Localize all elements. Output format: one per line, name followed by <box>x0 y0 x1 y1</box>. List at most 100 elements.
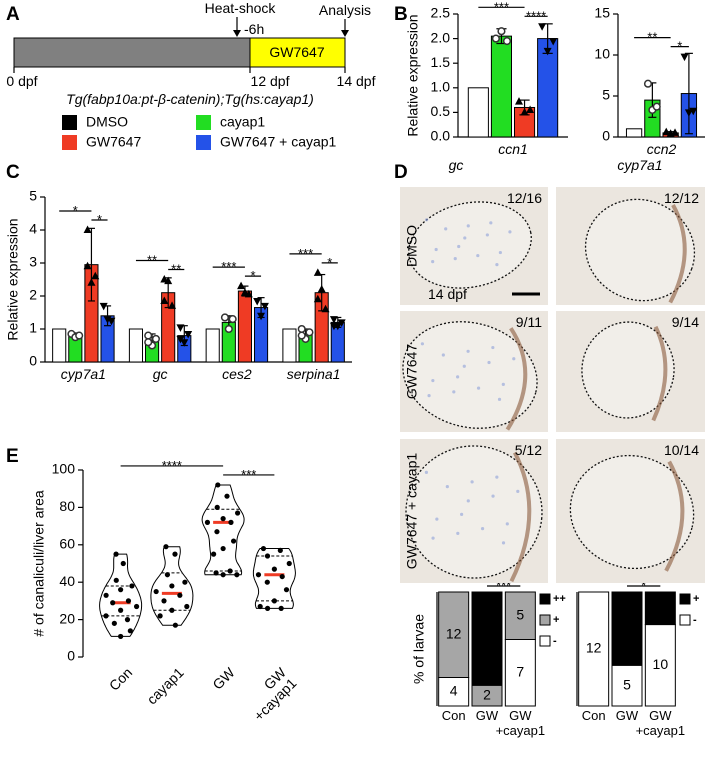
data-point <box>213 570 219 576</box>
timepoint-label: 14 dpf <box>337 73 376 89</box>
liver-outline <box>405 445 543 579</box>
data-point <box>91 271 100 280</box>
y-tick-label: 4 <box>29 221 37 237</box>
significance-label: ** <box>171 262 181 277</box>
data-point <box>255 572 262 578</box>
liver-outline <box>569 454 695 570</box>
data-point <box>244 289 253 298</box>
data-point <box>271 566 277 572</box>
y-tick-label: 100 <box>52 461 76 477</box>
data-point <box>317 284 326 293</box>
significance-label: * <box>73 203 78 218</box>
data-point <box>169 583 175 589</box>
stacked-segment <box>644 591 676 626</box>
data-point <box>169 607 175 613</box>
significance-label: * <box>327 255 332 270</box>
data-point <box>253 297 262 306</box>
stacked-segment <box>438 677 470 707</box>
data-point <box>107 317 116 326</box>
legend-label: ++ <box>553 593 566 605</box>
y-tick-label: 2 <box>29 287 37 303</box>
data-point <box>75 331 84 340</box>
significance-label: * <box>641 578 646 593</box>
stain-speckle <box>457 244 461 249</box>
data-point <box>264 605 271 611</box>
data-point <box>234 572 240 578</box>
timeline-bar <box>13 37 251 68</box>
stain-speckle <box>444 227 448 231</box>
data-point <box>144 338 153 347</box>
data-point <box>297 324 306 334</box>
stain-streak <box>668 204 687 304</box>
y-tick-label: 15 <box>594 5 610 21</box>
data-point <box>220 545 226 552</box>
segment-label: 5 <box>516 606 524 622</box>
stage-label: 14 dpf <box>428 286 467 302</box>
data-point <box>124 617 131 623</box>
stain-speckle <box>476 386 481 390</box>
stain-streak <box>664 460 685 572</box>
stain-speckle <box>462 364 466 368</box>
genotype-label: Tg(fabp10a:pt-β-catenin);Tg(hs:cayap1) <box>66 91 314 107</box>
fraction-label: 12/12 <box>664 190 699 206</box>
stain-speckle <box>480 527 485 531</box>
treatment-bar <box>249 37 346 68</box>
data-point <box>543 47 552 56</box>
stain-speckle <box>466 499 470 503</box>
data-point <box>279 573 285 580</box>
data-point <box>257 312 266 321</box>
stain-speckle <box>512 357 516 361</box>
data-point <box>83 225 92 233</box>
x-tick-label: ccn1 <box>498 141 528 157</box>
stain-streak <box>651 325 668 422</box>
fraction-label: 10/14 <box>664 442 699 458</box>
y-tick-label: 0.0 <box>431 128 451 144</box>
stain-speckle <box>508 230 512 234</box>
data-point <box>526 105 535 113</box>
data-point <box>337 319 346 327</box>
data-point <box>313 294 322 303</box>
legend-label: GW7647 <box>86 134 141 150</box>
data-point <box>161 598 167 604</box>
y-tick-label: 0.5 <box>431 103 451 119</box>
stain-speckle <box>431 260 435 264</box>
stain-speckle <box>445 485 449 489</box>
stain-speckle <box>476 253 480 258</box>
data-point <box>127 628 133 634</box>
stain-speckle <box>460 512 464 516</box>
significance-label: * <box>677 39 682 54</box>
data-point <box>172 622 178 628</box>
legend-swatch <box>196 135 211 150</box>
data-point <box>689 107 698 116</box>
stain-speckle <box>501 382 505 386</box>
data-point <box>491 34 500 43</box>
stain-streak <box>505 327 528 431</box>
data-point <box>87 278 96 286</box>
data-point <box>180 339 189 347</box>
stain-speckle <box>505 522 509 526</box>
data-point <box>151 334 160 343</box>
y-tick-label: 0 <box>602 128 610 144</box>
stain-speckle <box>424 470 428 474</box>
significance-label: ** <box>647 30 657 45</box>
significance-label: *** <box>221 259 236 274</box>
y-tick-label: 0 <box>29 353 37 369</box>
data-point <box>177 592 183 598</box>
legend-swatch <box>539 614 551 626</box>
x-tick-label: ccn2 <box>647 141 677 157</box>
x-tick-label: gc <box>153 366 168 382</box>
legend-swatch <box>679 614 691 626</box>
significance-label: * <box>97 212 102 227</box>
segment-label: 12 <box>586 640 602 656</box>
stain-speckle <box>495 263 499 267</box>
stacked-segment <box>504 591 536 640</box>
data-point <box>329 322 338 331</box>
legend-label: - <box>693 614 697 626</box>
arrow-head <box>233 30 241 37</box>
significance-label: **** <box>162 458 182 473</box>
y-tick-label: 5 <box>29 188 37 204</box>
significance-label: *** <box>494 0 509 14</box>
data-point <box>662 127 671 136</box>
panel-a: A GW7647 0 dpf 12 dpf 14 dpf Heat-shock … <box>6 0 376 107</box>
stain-speckle <box>489 221 493 225</box>
